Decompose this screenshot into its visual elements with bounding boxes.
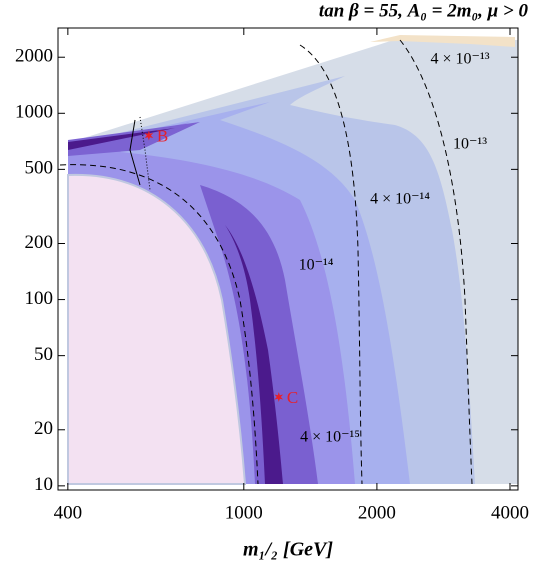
y-tick-label: 500 xyxy=(25,158,54,179)
contour-regions xyxy=(58,28,518,490)
contour-label: 10⁻¹⁴ xyxy=(299,257,334,274)
plot-frame xyxy=(57,27,519,491)
contour-label: 4 × 10⁻¹⁴ xyxy=(370,191,430,208)
y-tick-label: 20 xyxy=(34,418,53,439)
contour-label: 4 × 10⁻¹³ xyxy=(430,51,489,68)
y-tick-label: 1000 xyxy=(15,102,53,123)
y-tick-label: 200 xyxy=(25,232,54,253)
y-tick-label: 10 xyxy=(34,474,53,495)
contour-label: 10⁻¹³ xyxy=(453,136,487,153)
x-tick-label: 2000 xyxy=(358,502,396,523)
y-tick-label: 100 xyxy=(25,288,54,309)
x-tick-label: 1000 xyxy=(225,502,263,523)
y-tick-label: 50 xyxy=(34,344,53,365)
point-label: C xyxy=(287,388,298,407)
benchmark-point xyxy=(274,392,284,402)
point-label: B xyxy=(157,126,168,145)
x-tick-label: 4000 xyxy=(491,502,529,523)
y-tick-label: 2000 xyxy=(15,46,53,67)
chart-title: tan β = 55, A₀ = 2m₀, μ > 0 xyxy=(319,0,529,21)
benchmark-point xyxy=(144,130,154,141)
contour-label: 4 × 10⁻¹⁵ xyxy=(300,429,360,446)
x-axis-label: m₁/₂ [GeV] xyxy=(243,539,333,561)
x-tick-label: 400 xyxy=(54,502,83,523)
